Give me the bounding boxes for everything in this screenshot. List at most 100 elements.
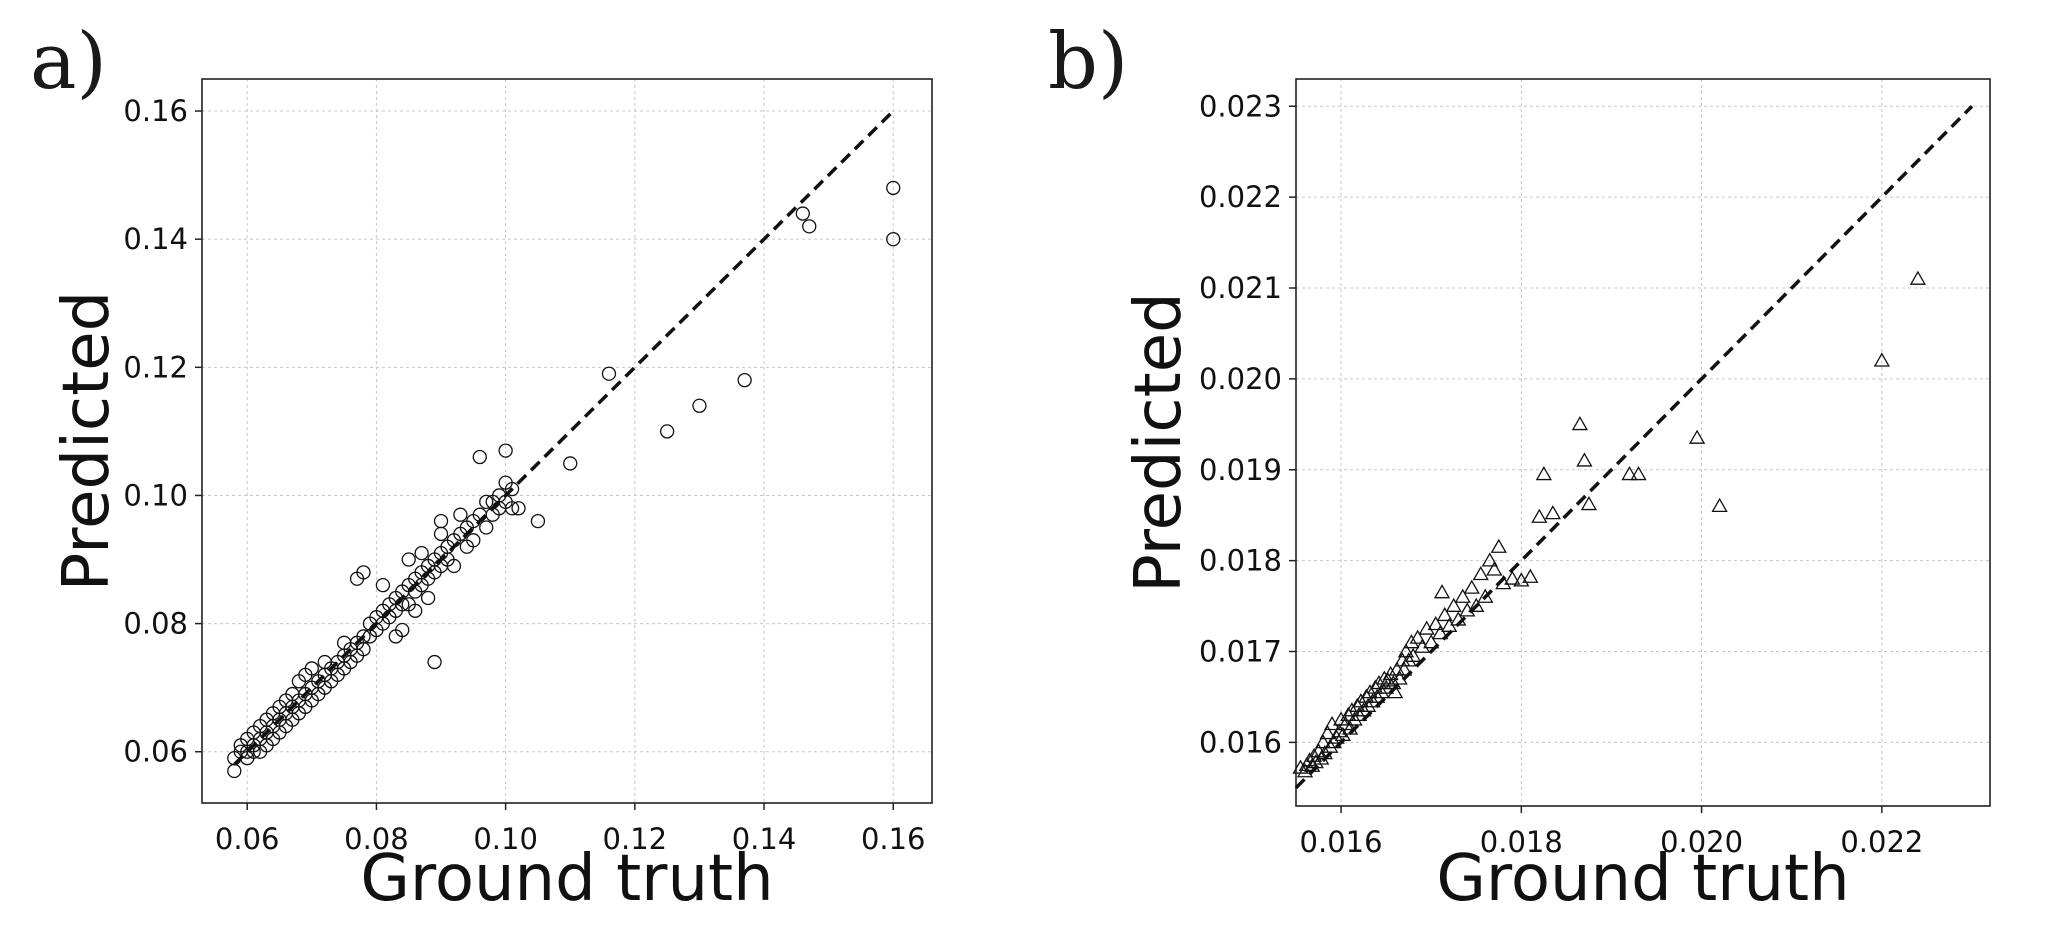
data-point-triangle <box>1490 538 1507 553</box>
data-point-triangle <box>1305 747 1323 762</box>
data-point-circle <box>401 552 416 567</box>
data-point-triangle <box>1359 697 1377 712</box>
data-point-triangle <box>1580 495 1598 511</box>
data-point-triangle <box>1486 561 1503 576</box>
y-tick-label: 0.10 <box>123 478 188 512</box>
identity-reference-line <box>1294 105 1974 790</box>
data-point-triangle <box>1531 508 1548 523</box>
y-tick-label: 0.022 <box>1199 180 1282 214</box>
x-tick-label: 0.022 <box>1840 825 1923 859</box>
data-point-circle <box>420 590 436 606</box>
data-point-triangle <box>1432 625 1449 640</box>
x-tick-label: 0.10 <box>473 822 538 856</box>
data-point-triangle <box>1873 352 1890 367</box>
y-tick-label: 0.017 <box>1199 635 1282 669</box>
data-point-circle <box>692 398 707 413</box>
data-point-triangle <box>1409 629 1426 644</box>
plot-frame <box>1295 78 1991 807</box>
data-point-triangle <box>1396 661 1413 676</box>
x-tick-label: 0.016 <box>1300 825 1383 859</box>
data-point-triangle <box>1378 679 1395 694</box>
data-point-triangle <box>1331 723 1348 738</box>
data-point-triangle <box>1364 693 1381 708</box>
x-tick-label: 0.16 <box>861 822 926 856</box>
plot-frame <box>201 78 933 804</box>
data-point-triangle <box>1400 652 1417 667</box>
data-point-circle <box>433 513 449 529</box>
data-point-triangle <box>1355 702 1372 717</box>
data-point-triangle <box>1504 570 1521 585</box>
data-point-triangle <box>1445 597 1462 612</box>
data-point-circle <box>479 520 494 535</box>
data-point-triangle <box>1322 738 1339 753</box>
data-point-triangle <box>1368 688 1386 703</box>
data-point-circle <box>472 449 487 465</box>
data-point-circle <box>601 366 617 381</box>
data-point-triangle <box>1688 429 1706 444</box>
data-point-triangle <box>1463 579 1480 594</box>
data-point-triangle <box>1319 724 1336 740</box>
data-point-triangle <box>1405 647 1422 662</box>
x-tick-label: 0.12 <box>603 822 668 856</box>
y-tick-label: 0.018 <box>1199 544 1282 578</box>
panel-a: a) 0.06 0.08 0.10 0.12 0.14 0.16 0.06 0.08 0.10 0.… <box>30 17 933 916</box>
data-point-circle <box>453 507 468 522</box>
data-point-circle <box>408 603 423 618</box>
y-tick-label: 0.06 <box>123 735 188 769</box>
data-point-triangle <box>1450 611 1467 626</box>
data-point-triangle <box>1621 465 1638 481</box>
data-point-triangle <box>1343 702 1361 717</box>
data-point-triangle <box>1468 597 1485 612</box>
data-point-triangle <box>1535 465 1552 481</box>
x-tick-label: 0.14 <box>732 822 797 856</box>
data-point-circle <box>395 597 410 612</box>
data-point-circle <box>304 661 319 676</box>
data-point-circle <box>802 219 817 234</box>
y-tick-label: 0.016 <box>1199 725 1282 759</box>
data-point-circle <box>466 533 481 548</box>
y-tick-label: 0.023 <box>1199 89 1282 123</box>
data-point-triangle <box>1571 416 1589 431</box>
panel-b: b) 0.016 0.018 0.020 0.022 0.016 0.017 0.018 0.0… <box>1048 17 1991 916</box>
data-point-circle <box>504 501 520 516</box>
data-point-circle <box>886 180 901 196</box>
panel-letter: b) <box>1048 17 1128 107</box>
y-tick-label: 0.019 <box>1199 453 1282 487</box>
data-point-triangle <box>1544 505 1561 520</box>
data-point-circle <box>886 232 901 247</box>
y-tick-label: 0.08 <box>123 607 188 641</box>
data-point-circle <box>375 578 391 593</box>
identity-reference-line <box>233 109 895 766</box>
data-point-triangle <box>1391 670 1408 685</box>
data-point-triangle <box>1352 693 1370 708</box>
data-point-triangle <box>1576 452 1593 467</box>
data-point-triangle <box>1307 754 1324 769</box>
y-axis-label: Predicted <box>50 291 124 591</box>
data-point-circle <box>356 642 371 657</box>
data-point-circle <box>659 424 675 439</box>
data-point-triangle <box>1423 634 1440 649</box>
data-point-circle <box>563 456 578 471</box>
x-tick-label: 0.08 <box>344 822 409 856</box>
x-tick-label: 0.018 <box>1480 825 1563 859</box>
data-point-triangle <box>1433 584 1451 599</box>
data-point-circle <box>246 744 261 759</box>
x-axis-label: Ground truth <box>1436 842 1849 916</box>
panel-letter: a) <box>30 17 107 107</box>
data-point-circle <box>427 654 442 670</box>
data-point-circle <box>795 206 810 221</box>
y-tick-label: 0.12 <box>123 350 188 384</box>
data-point-triangle <box>1481 552 1498 567</box>
x-tick-label: 0.020 <box>1660 825 1743 859</box>
data-point-triangle <box>1454 588 1471 603</box>
data-point-circle <box>395 622 410 638</box>
data-point-triangle <box>1350 706 1368 722</box>
data-point-triangle <box>1314 734 1332 749</box>
data-point-circle <box>737 372 752 388</box>
data-point-triangle <box>1382 665 1399 681</box>
data-point-circle <box>227 763 242 779</box>
data-point-circle <box>446 558 462 574</box>
y-axis-label: Predicted <box>1122 292 1196 592</box>
data-point-triangle <box>1373 684 1390 699</box>
data-point-triangle <box>1346 711 1363 726</box>
